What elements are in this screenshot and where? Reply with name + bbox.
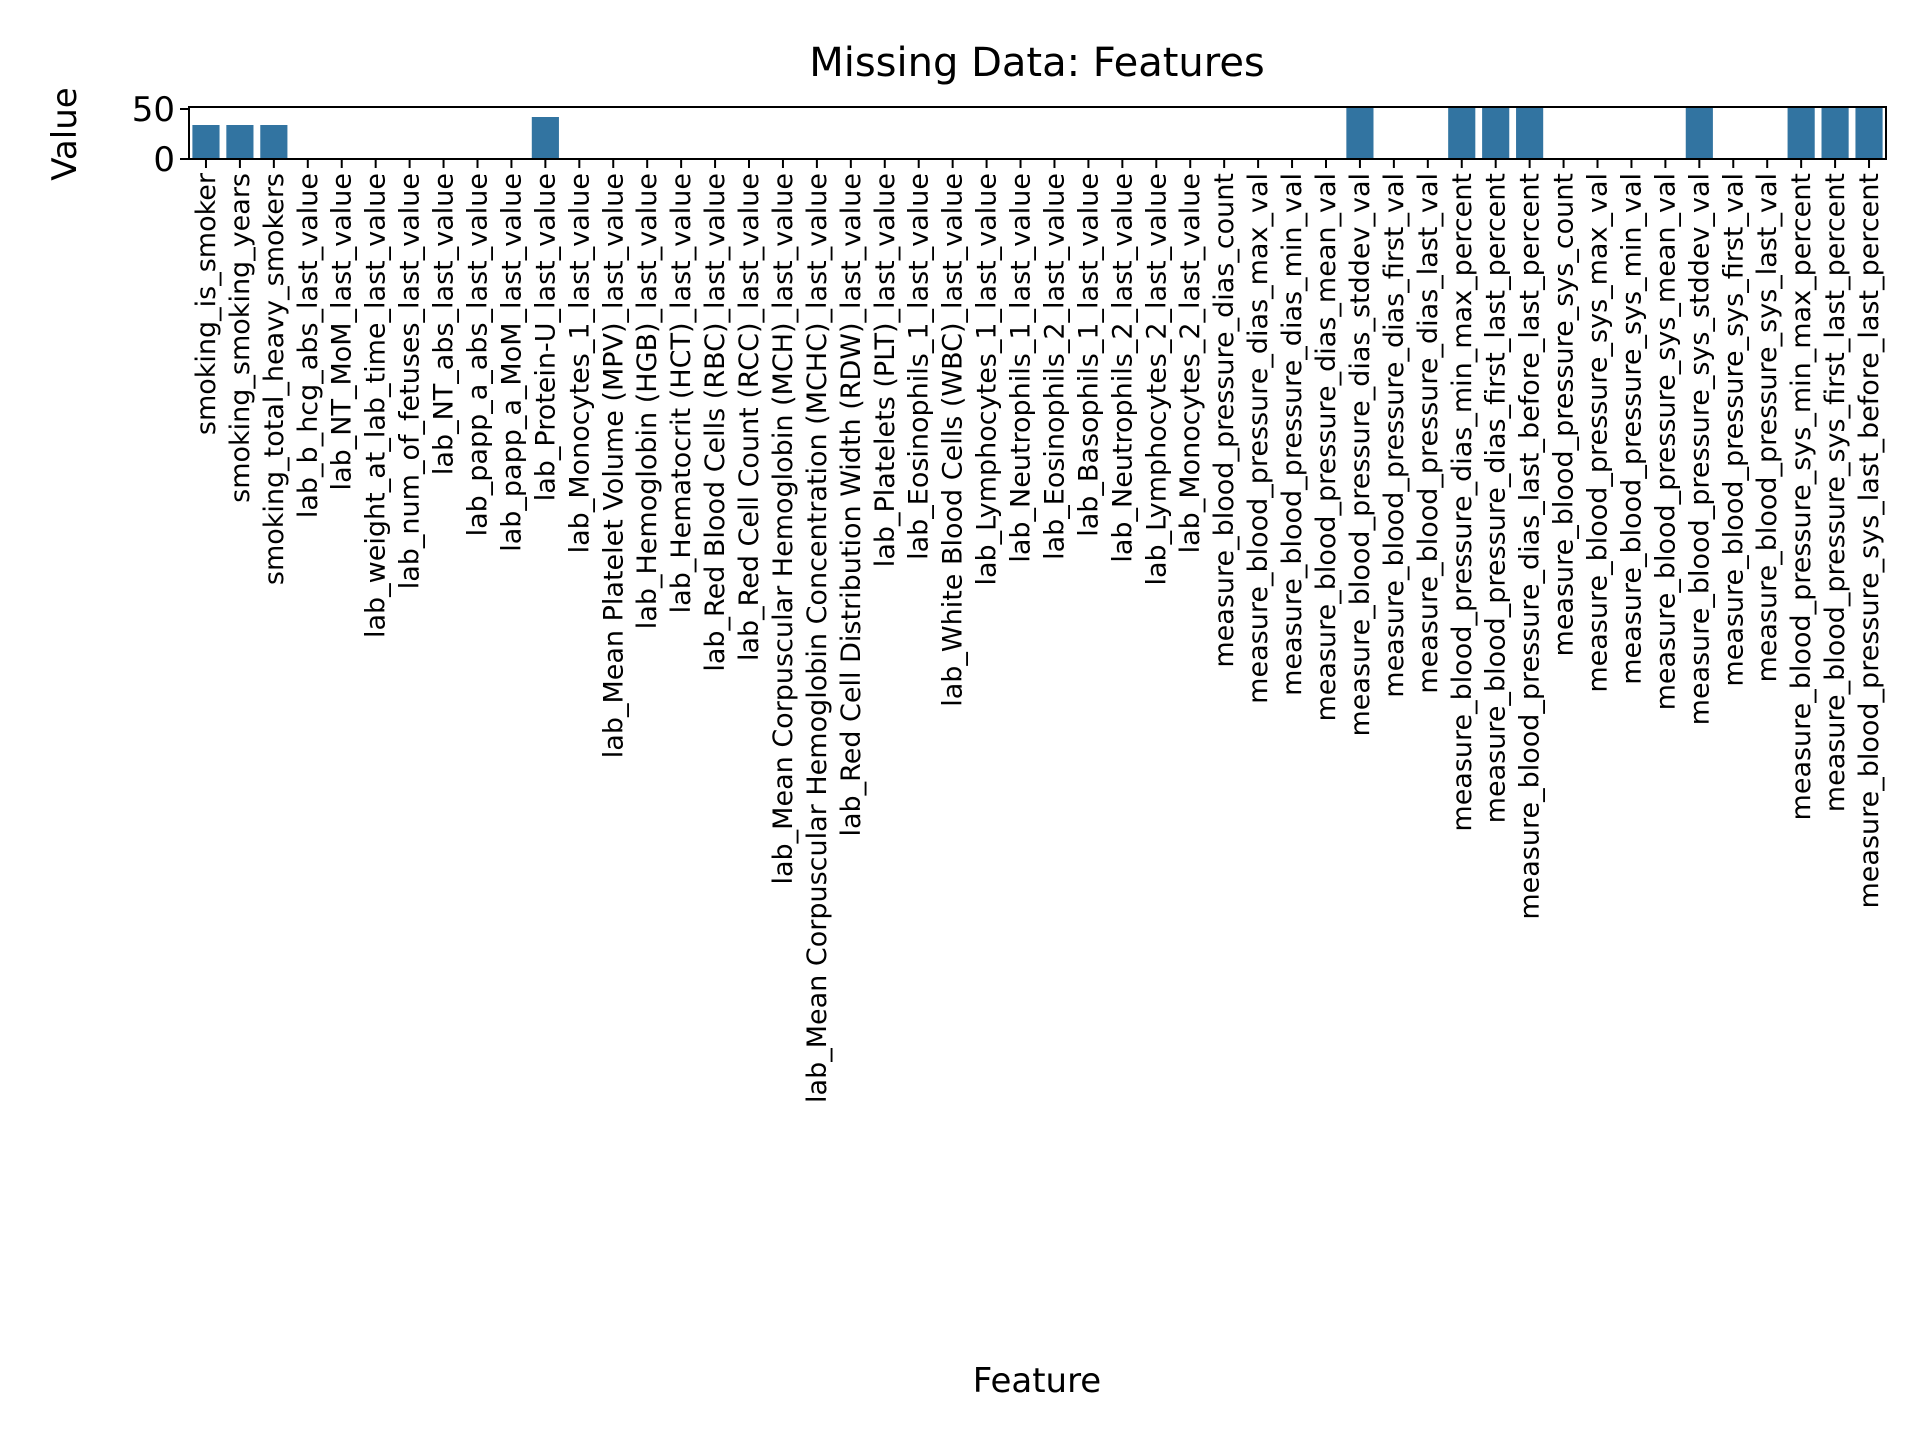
x-tick-label-10: lab_Protein-U_last_value <box>530 173 561 501</box>
x-tick-label-47: measure_blood_pressure_sys_min_max_perce… <box>1786 173 1817 820</box>
bar-38 <box>1482 107 1510 159</box>
x-tick-label-32: measure_blood_pressure_dias_min_val <box>1277 173 1308 696</box>
x-axis-label: Feature <box>973 1361 1101 1401</box>
bar-34 <box>1346 107 1374 159</box>
x-tick-label-35: measure_blood_pressure_dias_first_val <box>1379 173 1410 698</box>
x-tick-label-2: smoking_total_heavy_smokers <box>259 173 290 585</box>
x-tick-label-30: measure_blood_pressure_dias_count <box>1209 173 1240 668</box>
x-tick-label-12: lab_Mean Platelet Volume (MPV)_last_valu… <box>598 173 629 758</box>
x-tick-label-48: measure_blood_pressure_sys_first_last_pe… <box>1820 173 1851 812</box>
x-tick-label-7: lab_NT_abs_last_value <box>429 173 460 475</box>
x-tick-label-8: lab_papp_a_abs_last_value <box>462 173 493 536</box>
x-tick-label-21: lab_Eosinophils_1_last_value <box>904 173 935 560</box>
x-tick-label-26: lab_Basophils_1_last_value <box>1073 173 1104 537</box>
x-tick-label-44: measure_blood_pressure_sys_stddev_val <box>1684 173 1715 725</box>
x-tick-label-37: measure_blood_pressure_dias_min_max_perc… <box>1447 173 1478 832</box>
bar-49 <box>1855 107 1883 159</box>
bar-44 <box>1685 107 1713 159</box>
x-tick-label-11: lab_Monocytes_1_last_value <box>564 173 595 553</box>
bar-10 <box>531 117 559 159</box>
y-axis-ticks: 050 <box>132 90 189 180</box>
x-tick-label-4: lab_NT_MoM_last_value <box>327 173 358 490</box>
bars-group <box>192 107 1883 159</box>
x-tick-label-46: measure_blood_pressure_sys_last_val <box>1752 173 1783 683</box>
x-tick-label-27: lab_Neutrophils_2_last_value <box>1107 173 1138 563</box>
x-tick-label-43: measure_blood_pressure_sys_mean_val <box>1650 173 1681 710</box>
y-tick-label-1: 50 <box>132 90 175 130</box>
x-tick-label-42: measure_blood_pressure_sys_min_val <box>1616 173 1647 685</box>
x-tick-label-0: smoking_is_smoker <box>191 172 222 435</box>
x-tick-label-25: lab_Eosinophils_2_last_value <box>1039 173 1070 560</box>
chart-title: Missing Data: Features <box>809 40 1265 86</box>
x-tick-label-16: lab_Red Cell Count (RCC)_last_value <box>734 173 765 661</box>
bar-2 <box>260 125 288 159</box>
x-tick-label-20: lab_Platelets (PLT)_last_value <box>870 173 901 567</box>
x-tick-label-45: measure_blood_pressure_sys_first_val <box>1718 173 1749 687</box>
x-tick-label-34: measure_blood_pressure_dias_stddev_val <box>1345 173 1376 737</box>
x-tick-label-28: lab_Lymphocytes_2_last_value <box>1141 173 1172 586</box>
bar-47 <box>1787 107 1815 159</box>
x-tick-label-23: lab_Lymphocytes_1_last_value <box>972 173 1003 586</box>
bar-0 <box>192 125 220 159</box>
x-axis-ticks: smoking_is_smoker smoking_smoking_years sm… <box>191 159 1885 1103</box>
x-tick-label-15: lab_Red Blood Cells (RBC)_last_value <box>700 173 731 672</box>
bar-37 <box>1448 107 1476 159</box>
x-tick-label-39: measure_blood_pressure_dias_last_before_… <box>1515 173 1546 920</box>
x-tick-label-19: lab_Red Cell Distribution Width (RDW)_la… <box>836 173 867 837</box>
x-tick-label-3: lab_b_hcg_abs_last_value <box>293 173 324 518</box>
x-tick-label-31: measure_blood_pressure_dias_max_val <box>1243 173 1274 704</box>
x-tick-label-29: lab_Monocytes_2_last_value <box>1175 173 1206 553</box>
bar-48 <box>1821 107 1849 159</box>
x-tick-label-22: lab_White Blood Cells (WBC)_last_value <box>938 173 969 707</box>
x-tick-label-9: lab_papp_a_MoM_last_value <box>496 173 527 552</box>
y-tick-label-0: 0 <box>153 140 175 180</box>
bar-39 <box>1516 107 1544 159</box>
x-tick-label-1: smoking_smoking_years <box>225 173 256 503</box>
x-tick-label-40: measure_blood_pressure_sys_count <box>1549 173 1580 656</box>
x-tick-label-18: lab_Mean Corpuscular Hemoglobin Concentr… <box>802 173 833 1103</box>
x-tick-label-36: measure_blood_pressure_dias_last_val <box>1413 173 1444 694</box>
x-tick-label-13: lab_Hemoglobin (HGB)_last_value <box>632 173 663 629</box>
x-tick-label-5: lab_weight_at_lab_time_last_value <box>361 173 392 638</box>
x-tick-label-6: lab_num_of_fetuses_last_value <box>395 173 426 589</box>
x-tick-label-17: lab_Mean Corpuscular Hemoglobin (MCH)_la… <box>768 173 799 885</box>
x-tick-label-24: lab_Neutrophils_1_last_value <box>1006 173 1037 563</box>
x-tick-label-41: measure_blood_pressure_sys_max_val <box>1583 173 1614 693</box>
x-tick-label-33: measure_blood_pressure_dias_mean_val <box>1311 173 1342 722</box>
x-tick-label-38: measure_blood_pressure_dias_first_last_p… <box>1481 173 1512 823</box>
plot-area-frame <box>188 106 1887 160</box>
x-tick-label-14: lab_Hematocrit (HCT)_last_value <box>666 173 697 613</box>
x-tick-label-49: measure_blood_pressure_sys_last_before_l… <box>1854 173 1885 909</box>
bar-1 <box>226 125 254 159</box>
y-axis-label: Value <box>45 87 85 180</box>
